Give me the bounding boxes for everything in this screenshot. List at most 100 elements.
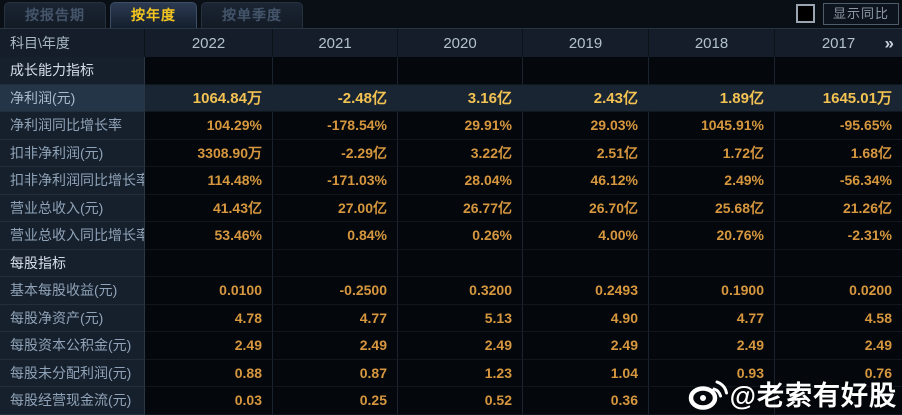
value-cell: 0.52: [398, 387, 523, 415]
value-cell: 53.46%: [145, 222, 273, 250]
value-cell: 4.00%: [523, 222, 649, 250]
table-row: 净利润(元) 1064.84万 -2.48亿 3.16亿 2.43亿 1.89亿 1645.…: [0, 84, 902, 112]
value-cell: 27.00亿: [273, 194, 398, 222]
tab-bar: 按报告期 按年度 按单季度 显示同比: [0, 0, 902, 28]
column-header-year: 2019: [523, 29, 649, 57]
table-row: 每股资本公积金(元) 2.49 2.49 2.49 2.49 2.49 2.49: [0, 332, 902, 360]
value-cell: 0.76: [775, 359, 902, 387]
value-cell: [775, 57, 902, 85]
value-cell: 1064.84万: [145, 84, 273, 112]
tab-by-year[interactable]: 按年度: [110, 2, 197, 28]
value-cell: 20.76%: [649, 222, 775, 250]
row-label: 扣非净利润(元): [0, 139, 145, 167]
value-cell: 3.16亿: [398, 84, 523, 112]
value-cell: 2.49%: [649, 167, 775, 195]
row-label: 每股净资产(元): [0, 304, 145, 332]
table-row: 基本每股收益(元) 0.0100 -0.2500 0.3200 0.2493 0.1900…: [0, 277, 902, 305]
value-cell: [273, 249, 398, 277]
row-label: 每股未分配利润(元): [0, 359, 145, 387]
row-label: 每股指标: [0, 249, 145, 277]
value-cell: -178.54%: [273, 112, 398, 140]
value-cell: 3308.90万: [145, 139, 273, 167]
value-cell: 2.51亿: [523, 139, 649, 167]
row-label: 扣非净利润同比增长率: [0, 167, 145, 195]
value-cell: [649, 57, 775, 85]
value-cell: 0.84%: [273, 222, 398, 250]
more-columns-icon[interactable]: »: [884, 33, 894, 53]
row-label: 每股经营现金流(元): [0, 387, 145, 415]
value-cell: 4.58: [775, 304, 902, 332]
value-cell: 2.49: [649, 332, 775, 360]
value-cell: 41.43亿: [145, 194, 273, 222]
value-cell: 0.03: [145, 387, 273, 415]
value-cell: [273, 57, 398, 85]
value-cell: [775, 387, 902, 415]
value-cell: 0.3200: [398, 277, 523, 305]
value-cell: 0.25: [273, 387, 398, 415]
value-cell: -56.34%: [775, 167, 902, 195]
row-label: 每股资本公积金(元): [0, 332, 145, 360]
value-cell: 4.90: [523, 304, 649, 332]
column-header-year: 2022: [145, 29, 273, 57]
value-cell: [398, 249, 523, 277]
value-cell: 2.49: [775, 332, 902, 360]
value-cell: [398, 57, 523, 85]
value-cell: [649, 249, 775, 277]
show-yoy-button[interactable]: 显示同比: [822, 3, 899, 25]
value-cell: 2.43亿: [523, 84, 649, 112]
column-header-subject: 科目\年度: [0, 29, 145, 57]
value-cell: 0.26%: [398, 222, 523, 250]
table-row: 每股净资产(元) 4.78 4.77 5.13 4.90 4.77 4.58: [0, 304, 902, 332]
value-cell: [523, 249, 649, 277]
value-cell: 4.78: [145, 304, 273, 332]
section-row: 成长能力指标: [0, 57, 902, 85]
tab-by-quarter[interactable]: 按单季度: [201, 2, 303, 28]
table-row: 扣非净利润(元) 3308.90万 -2.29亿 3.22亿 2.51亿 1.72亿 1.6…: [0, 139, 902, 167]
tab-by-report-period[interactable]: 按报告期: [4, 2, 106, 28]
value-cell: 114.48%: [145, 167, 273, 195]
value-cell: 0.1900: [649, 277, 775, 305]
table-row: 扣非净利润同比增长率 114.48% -171.03% 28.04% 46.12% 2.4…: [0, 167, 902, 195]
table-body: 成长能力指标 净利润(元) 1064.84万 -2.48亿 3.16亿 2.43亿 1.89…: [0, 57, 902, 415]
value-cell: 1.89亿: [649, 84, 775, 112]
table-row: 营业总收入同比增长率 53.46% 0.84% 0.26% 4.00% 20.76% -2.…: [0, 222, 902, 250]
value-cell: 2.49: [145, 332, 273, 360]
value-cell: 1045.91%: [649, 112, 775, 140]
value-cell: 3.22亿: [398, 139, 523, 167]
value-cell: 26.70亿: [523, 194, 649, 222]
column-header-year: 2020: [398, 29, 523, 57]
value-cell: -2.29亿: [273, 139, 398, 167]
table-header: 科目\年度 2022 2021 2020 2019 2018 2017»: [0, 28, 902, 57]
value-cell: -2.31%: [775, 222, 902, 250]
value-cell: [523, 57, 649, 85]
column-header-year: 2017»: [821, 33, 894, 53]
value-cell: 28.04%: [398, 167, 523, 195]
value-cell: 46.12%: [523, 167, 649, 195]
table-row: 净利润同比增长率 104.29% -178.54% 29.91% 29.03% 1045.…: [0, 112, 902, 140]
value-cell: 0.0200: [775, 277, 902, 305]
value-cell: -2.48亿: [273, 84, 398, 112]
table-row: 每股未分配利润(元) 0.88 0.87 1.23 1.04 0.93 0.76: [0, 359, 902, 387]
value-cell: 0.36: [523, 387, 649, 415]
value-cell: 0.2493: [523, 277, 649, 305]
value-cell: [145, 57, 273, 85]
value-cell: [775, 249, 902, 277]
value-cell: 29.91%: [398, 112, 523, 140]
value-cell: 2.49: [523, 332, 649, 360]
section-row: 每股指标: [0, 249, 902, 277]
row-label: 基本每股收益(元): [0, 277, 145, 305]
value-cell: 1.04: [523, 359, 649, 387]
value-cell: -0.2500: [273, 277, 398, 305]
value-cell: [145, 249, 273, 277]
value-cell: 29.03%: [523, 112, 649, 140]
show-yoy-checkbox[interactable]: [795, 4, 815, 23]
table-row: 营业总收入(元) 41.43亿 27.00亿 26.77亿 26.70亿 25.68亿 21…: [0, 194, 902, 222]
value-cell: 104.29%: [145, 112, 273, 140]
row-label: 营业总收入同比增长率: [0, 222, 145, 250]
value-cell: 21.26亿: [775, 194, 902, 222]
value-cell: -95.65%: [775, 112, 902, 140]
value-cell: [649, 387, 775, 415]
row-label: 成长能力指标: [0, 57, 145, 85]
value-cell: 1.72亿: [649, 139, 775, 167]
